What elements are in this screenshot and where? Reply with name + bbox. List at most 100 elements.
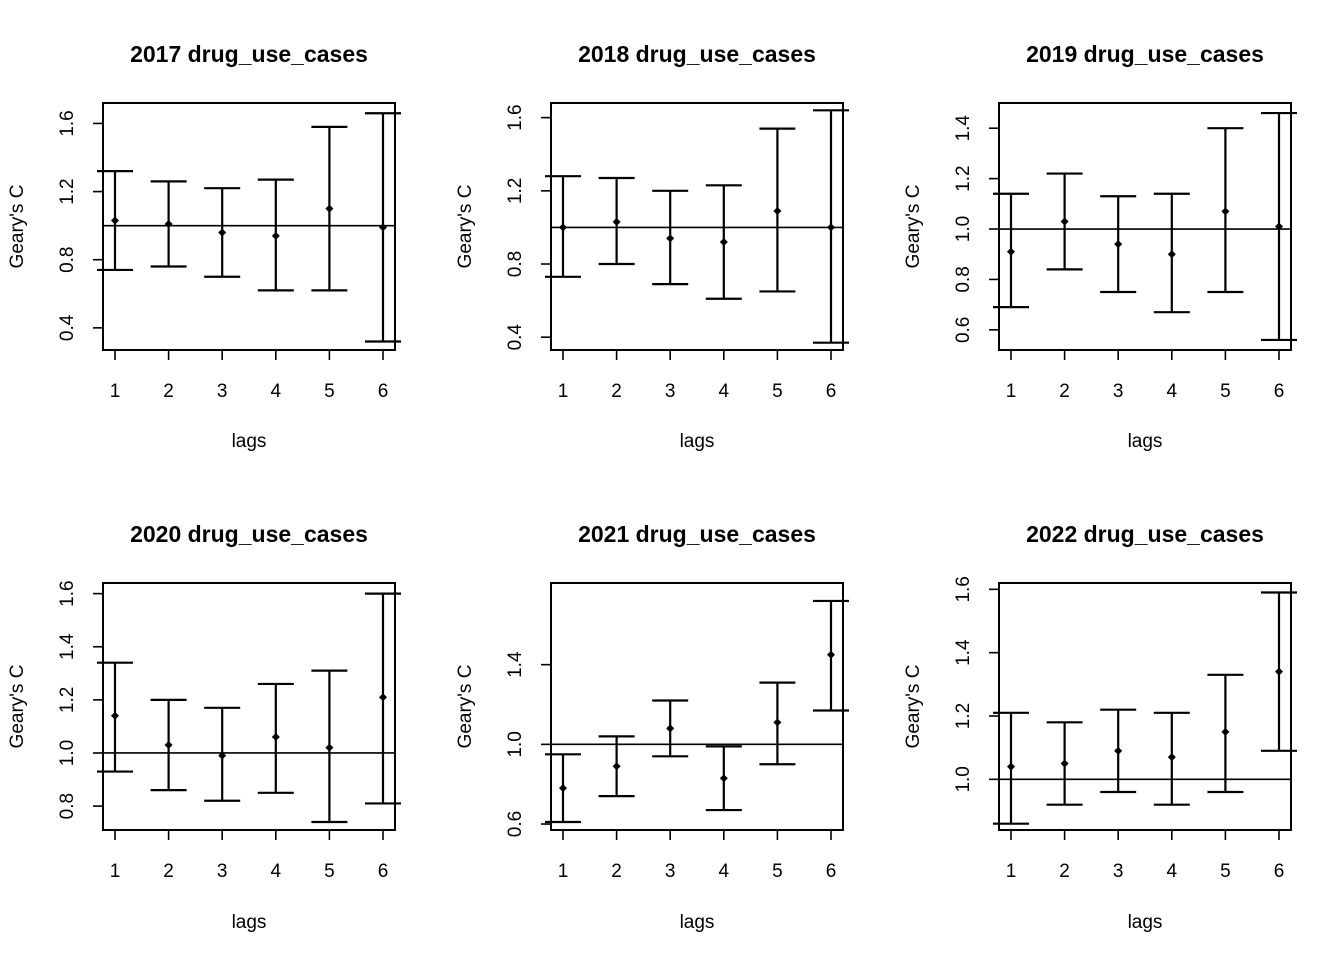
data-point bbox=[612, 762, 621, 771]
plot-frame bbox=[550, 102, 844, 351]
x-tick-label: 3 bbox=[1113, 381, 1124, 402]
panel-3: 2019 drug_use_cases 1 2 3 4 5 6 0.6 0.8 1.0 1.2 1.4… bbox=[903, 41, 1297, 452]
y-tick-label: 0.8 bbox=[57, 793, 78, 819]
plot-frame bbox=[102, 102, 396, 351]
x-tick-label: 4 bbox=[1167, 381, 1178, 402]
y-axis-label: Geary's C bbox=[455, 185, 476, 269]
data-point bbox=[1060, 217, 1069, 226]
data-point bbox=[773, 718, 782, 727]
x-tick-label: 3 bbox=[217, 861, 228, 882]
data-point bbox=[666, 234, 675, 243]
data-point bbox=[719, 774, 728, 783]
x-tick-label: 3 bbox=[217, 381, 228, 402]
x-tick-label: 6 bbox=[378, 861, 389, 882]
x-axis-label: lags bbox=[232, 431, 267, 452]
panel-title: 2019 drug_use_cases bbox=[1026, 41, 1264, 67]
y-tick-label: 1.4 bbox=[505, 651, 526, 678]
x-tick-label: 1 bbox=[558, 381, 569, 402]
data-point bbox=[111, 216, 119, 225]
x-axis-label: lags bbox=[232, 912, 267, 933]
data-point bbox=[111, 711, 119, 720]
data-point bbox=[271, 733, 280, 742]
y-tick-label: 1.2 bbox=[505, 178, 526, 204]
data-point bbox=[1167, 753, 1176, 762]
data-point bbox=[379, 693, 387, 702]
plot-frame bbox=[998, 582, 1292, 831]
plot-frame bbox=[102, 582, 396, 831]
x-tick-label: 6 bbox=[1274, 381, 1285, 402]
x-axis-label: lags bbox=[1128, 912, 1163, 933]
data-point bbox=[612, 217, 621, 226]
x-tick-label: 6 bbox=[826, 861, 837, 882]
y-tick-label: 0.8 bbox=[57, 247, 78, 273]
x-tick-label: 1 bbox=[558, 861, 569, 882]
y-tick-label: 1.4 bbox=[57, 633, 78, 660]
panel-title: 2022 drug_use_cases bbox=[1026, 521, 1264, 547]
plot-frame bbox=[998, 102, 1292, 351]
data-point bbox=[1221, 727, 1230, 736]
panel-5: 2021 drug_use_cases 1 2 3 4 5 6 0.6 1.0 1.4 lags Ge… bbox=[455, 521, 849, 933]
x-tick-label: 6 bbox=[1274, 861, 1285, 882]
data-point bbox=[719, 238, 728, 247]
x-tick-label: 2 bbox=[163, 861, 174, 882]
x-tick-label: 2 bbox=[163, 381, 174, 402]
panel-title: 2021 drug_use_cases bbox=[578, 521, 816, 547]
y-tick-label: 1.0 bbox=[953, 766, 974, 792]
y-tick-label: 1.0 bbox=[57, 740, 78, 766]
y-tick-label: 0.6 bbox=[505, 811, 526, 837]
data-point bbox=[559, 223, 567, 232]
x-tick-label: 2 bbox=[611, 861, 622, 882]
data-point bbox=[379, 223, 387, 232]
y-axis-label: Geary's C bbox=[455, 665, 476, 749]
data-point bbox=[1167, 250, 1176, 259]
y-tick-label: 1.6 bbox=[57, 580, 78, 606]
data-point bbox=[1114, 240, 1123, 249]
data-point bbox=[773, 206, 782, 215]
x-tick-label: 3 bbox=[665, 381, 676, 402]
y-axis-label: Geary's C bbox=[7, 665, 28, 749]
y-tick-label: 1.6 bbox=[57, 110, 78, 136]
y-axis-label: Geary's C bbox=[7, 185, 28, 269]
x-tick-label: 2 bbox=[611, 381, 622, 402]
x-tick-label: 5 bbox=[324, 381, 335, 402]
y-tick-label: 0.6 bbox=[953, 317, 974, 343]
y-tick-label: 1.0 bbox=[505, 731, 526, 757]
x-tick-label: 4 bbox=[719, 381, 730, 402]
x-tick-label: 5 bbox=[1220, 381, 1231, 402]
panel-2: 2018 drug_use_cases 1 2 3 4 5 6 0.4 0.8 1.2 1.6 lag… bbox=[455, 41, 849, 452]
x-tick-label: 1 bbox=[110, 861, 121, 882]
x-tick-label: 2 bbox=[1059, 861, 1070, 882]
data-point bbox=[666, 724, 675, 733]
x-tick-label: 3 bbox=[665, 861, 676, 882]
y-tick-label: 0.4 bbox=[505, 324, 526, 351]
data-point bbox=[1114, 746, 1123, 755]
y-tick-label: 1.4 bbox=[953, 115, 974, 142]
y-tick-label: 0.4 bbox=[57, 314, 78, 341]
data-point bbox=[218, 751, 227, 760]
data-point bbox=[325, 743, 334, 752]
plot-frame bbox=[550, 582, 844, 831]
data-point bbox=[271, 231, 280, 240]
x-tick-label: 5 bbox=[772, 381, 783, 402]
data-point bbox=[1275, 667, 1283, 676]
data-point bbox=[164, 741, 173, 750]
x-tick-label: 4 bbox=[271, 861, 282, 882]
data-point bbox=[1060, 759, 1069, 768]
x-tick-label: 4 bbox=[271, 381, 282, 402]
data-point bbox=[164, 219, 173, 228]
y-tick-label: 1.6 bbox=[505, 104, 526, 130]
data-point bbox=[1275, 222, 1283, 231]
y-tick-label: 0.8 bbox=[953, 266, 974, 292]
data-point bbox=[218, 228, 227, 237]
y-tick-label: 1.0 bbox=[953, 216, 974, 242]
y-tick-label: 1.2 bbox=[953, 165, 974, 191]
x-tick-label: 6 bbox=[378, 381, 389, 402]
y-axis-label: Geary's C bbox=[903, 185, 924, 269]
data-point bbox=[325, 204, 334, 213]
x-tick-label: 6 bbox=[826, 381, 837, 402]
panel-title: 2017 drug_use_cases bbox=[130, 41, 368, 67]
y-tick-label: 1.2 bbox=[57, 687, 78, 713]
x-tick-label: 5 bbox=[1220, 861, 1231, 882]
x-axis-label: lags bbox=[680, 431, 715, 452]
